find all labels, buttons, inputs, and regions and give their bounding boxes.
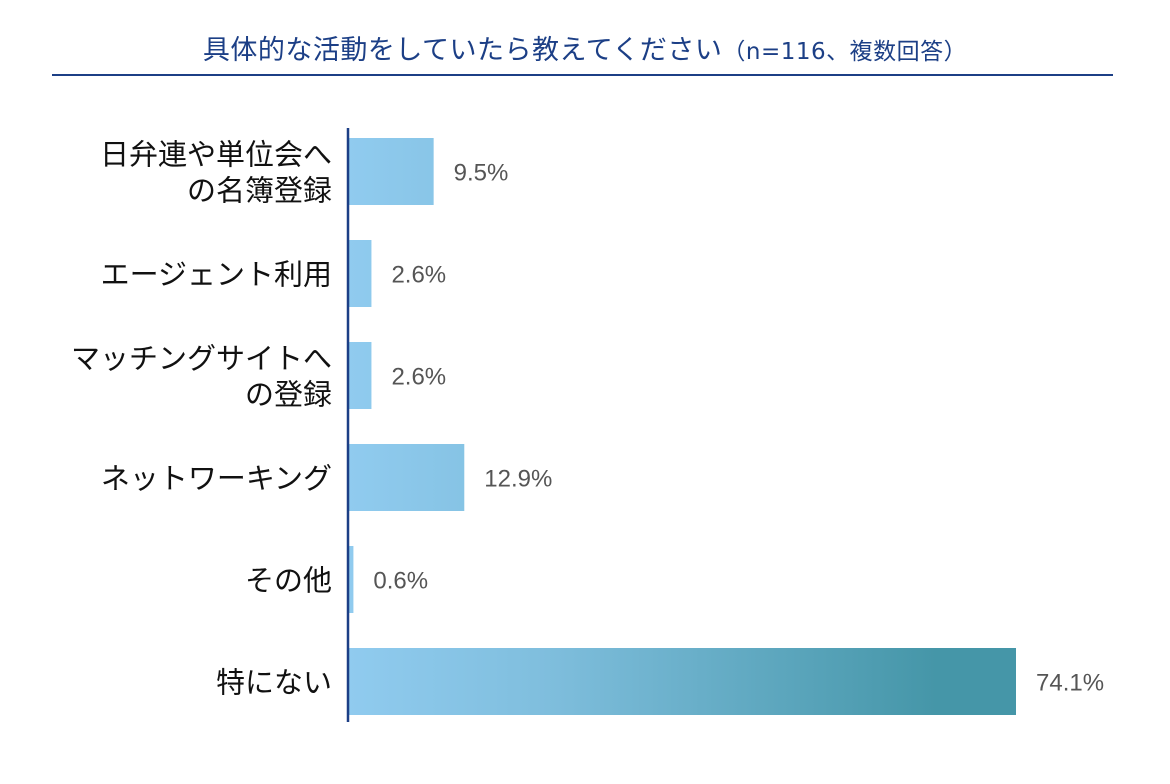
value-label: 12.9% (484, 466, 552, 493)
category-label: 特にない (216, 666, 332, 700)
category-label: エージェント利用 (101, 258, 332, 292)
value-label: 2.6% (391, 262, 446, 289)
value-label: 2.6% (391, 364, 446, 391)
bar (348, 342, 372, 409)
title-main: 具体的な活動をしていたら教えてください (202, 35, 723, 66)
value-label: 9.5% (454, 160, 509, 187)
category-label: の名簿登録 (187, 174, 332, 208)
bar (348, 138, 434, 205)
category-label: ネットワーキング (101, 462, 332, 496)
title-subtitle: （n=116、複数回答） (722, 39, 968, 65)
bar (348, 648, 1016, 715)
value-label: 74.1% (1036, 670, 1104, 697)
category-label: その他 (245, 564, 332, 598)
category-label: 日弁連や単位会へ (100, 138, 332, 172)
bar (348, 546, 354, 613)
bar (348, 444, 465, 511)
bar (348, 240, 372, 307)
category-label: マッチングサイトへ (71, 342, 332, 376)
category-label: の登録 (245, 378, 332, 412)
value-label: 0.6% (373, 568, 428, 595)
title-underline (52, 74, 1113, 76)
chart-title: 具体的な活動をしていたら教えてください（n=116、複数回答） (0, 28, 1170, 67)
